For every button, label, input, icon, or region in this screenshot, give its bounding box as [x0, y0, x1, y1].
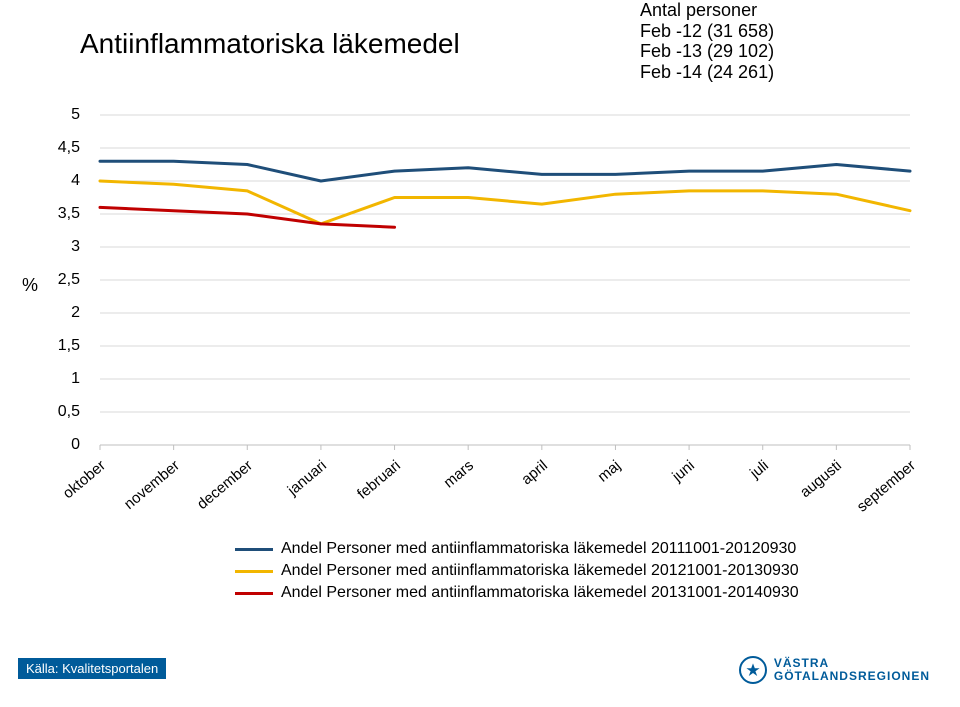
- legend-item: Andel Personer med antiinflammatoriska l…: [235, 584, 799, 602]
- logo-text-bottom: GÖTALANDSREGIONEN: [774, 670, 930, 683]
- footer-source: Källa: Kvalitetsportalen: [18, 658, 166, 679]
- chart-area: 00,511,522,533,544,55 oktobernovemberdec…: [30, 110, 920, 530]
- legend-swatch: [235, 570, 273, 573]
- legend-swatch: [235, 548, 273, 551]
- series-line: [100, 161, 910, 181]
- series-line: [100, 181, 910, 224]
- y-tick-label: 5: [40, 106, 80, 124]
- legend-swatch: [235, 592, 273, 595]
- legend-label: Andel Personer med antiinflammatoriska l…: [281, 584, 799, 602]
- chart-title: Antiinflammatoriska läkemedel: [80, 28, 460, 60]
- y-tick-label: 2: [40, 304, 80, 322]
- antal-line-2: Feb -14 (24 261): [640, 62, 774, 83]
- y-tick-label: 1: [40, 370, 80, 388]
- antal-line-1: Feb -13 (29 102): [640, 41, 774, 62]
- y-tick-label: 4: [40, 172, 80, 190]
- vgr-logo: VÄSTRA GÖTALANDSREGIONEN: [738, 655, 930, 685]
- antal-personer-block: Antal personer Feb -12 (31 658) Feb -13 …: [640, 0, 774, 83]
- legend-label: Andel Personer med antiinflammatoriska l…: [281, 540, 796, 558]
- antal-heading: Antal personer: [640, 0, 774, 21]
- y-tick-label: 1,5: [40, 337, 80, 355]
- y-tick-label: 3,5: [40, 205, 80, 223]
- logo-icon: [738, 655, 768, 685]
- series-line: [100, 207, 395, 227]
- legend-label: Andel Personer med antiinflammatoriska l…: [281, 562, 799, 580]
- y-tick-label: 2,5: [40, 271, 80, 289]
- antal-line-0: Feb -12 (31 658): [640, 21, 774, 42]
- legend: Andel Personer med antiinflammatoriska l…: [235, 540, 799, 606]
- y-tick-label: 4,5: [40, 139, 80, 157]
- legend-item: Andel Personer med antiinflammatoriska l…: [235, 540, 799, 558]
- y-tick-label: 0: [40, 436, 80, 454]
- legend-item: Andel Personer med antiinflammatoriska l…: [235, 562, 799, 580]
- y-tick-label: 3: [40, 238, 80, 256]
- y-tick-label: 0,5: [40, 403, 80, 421]
